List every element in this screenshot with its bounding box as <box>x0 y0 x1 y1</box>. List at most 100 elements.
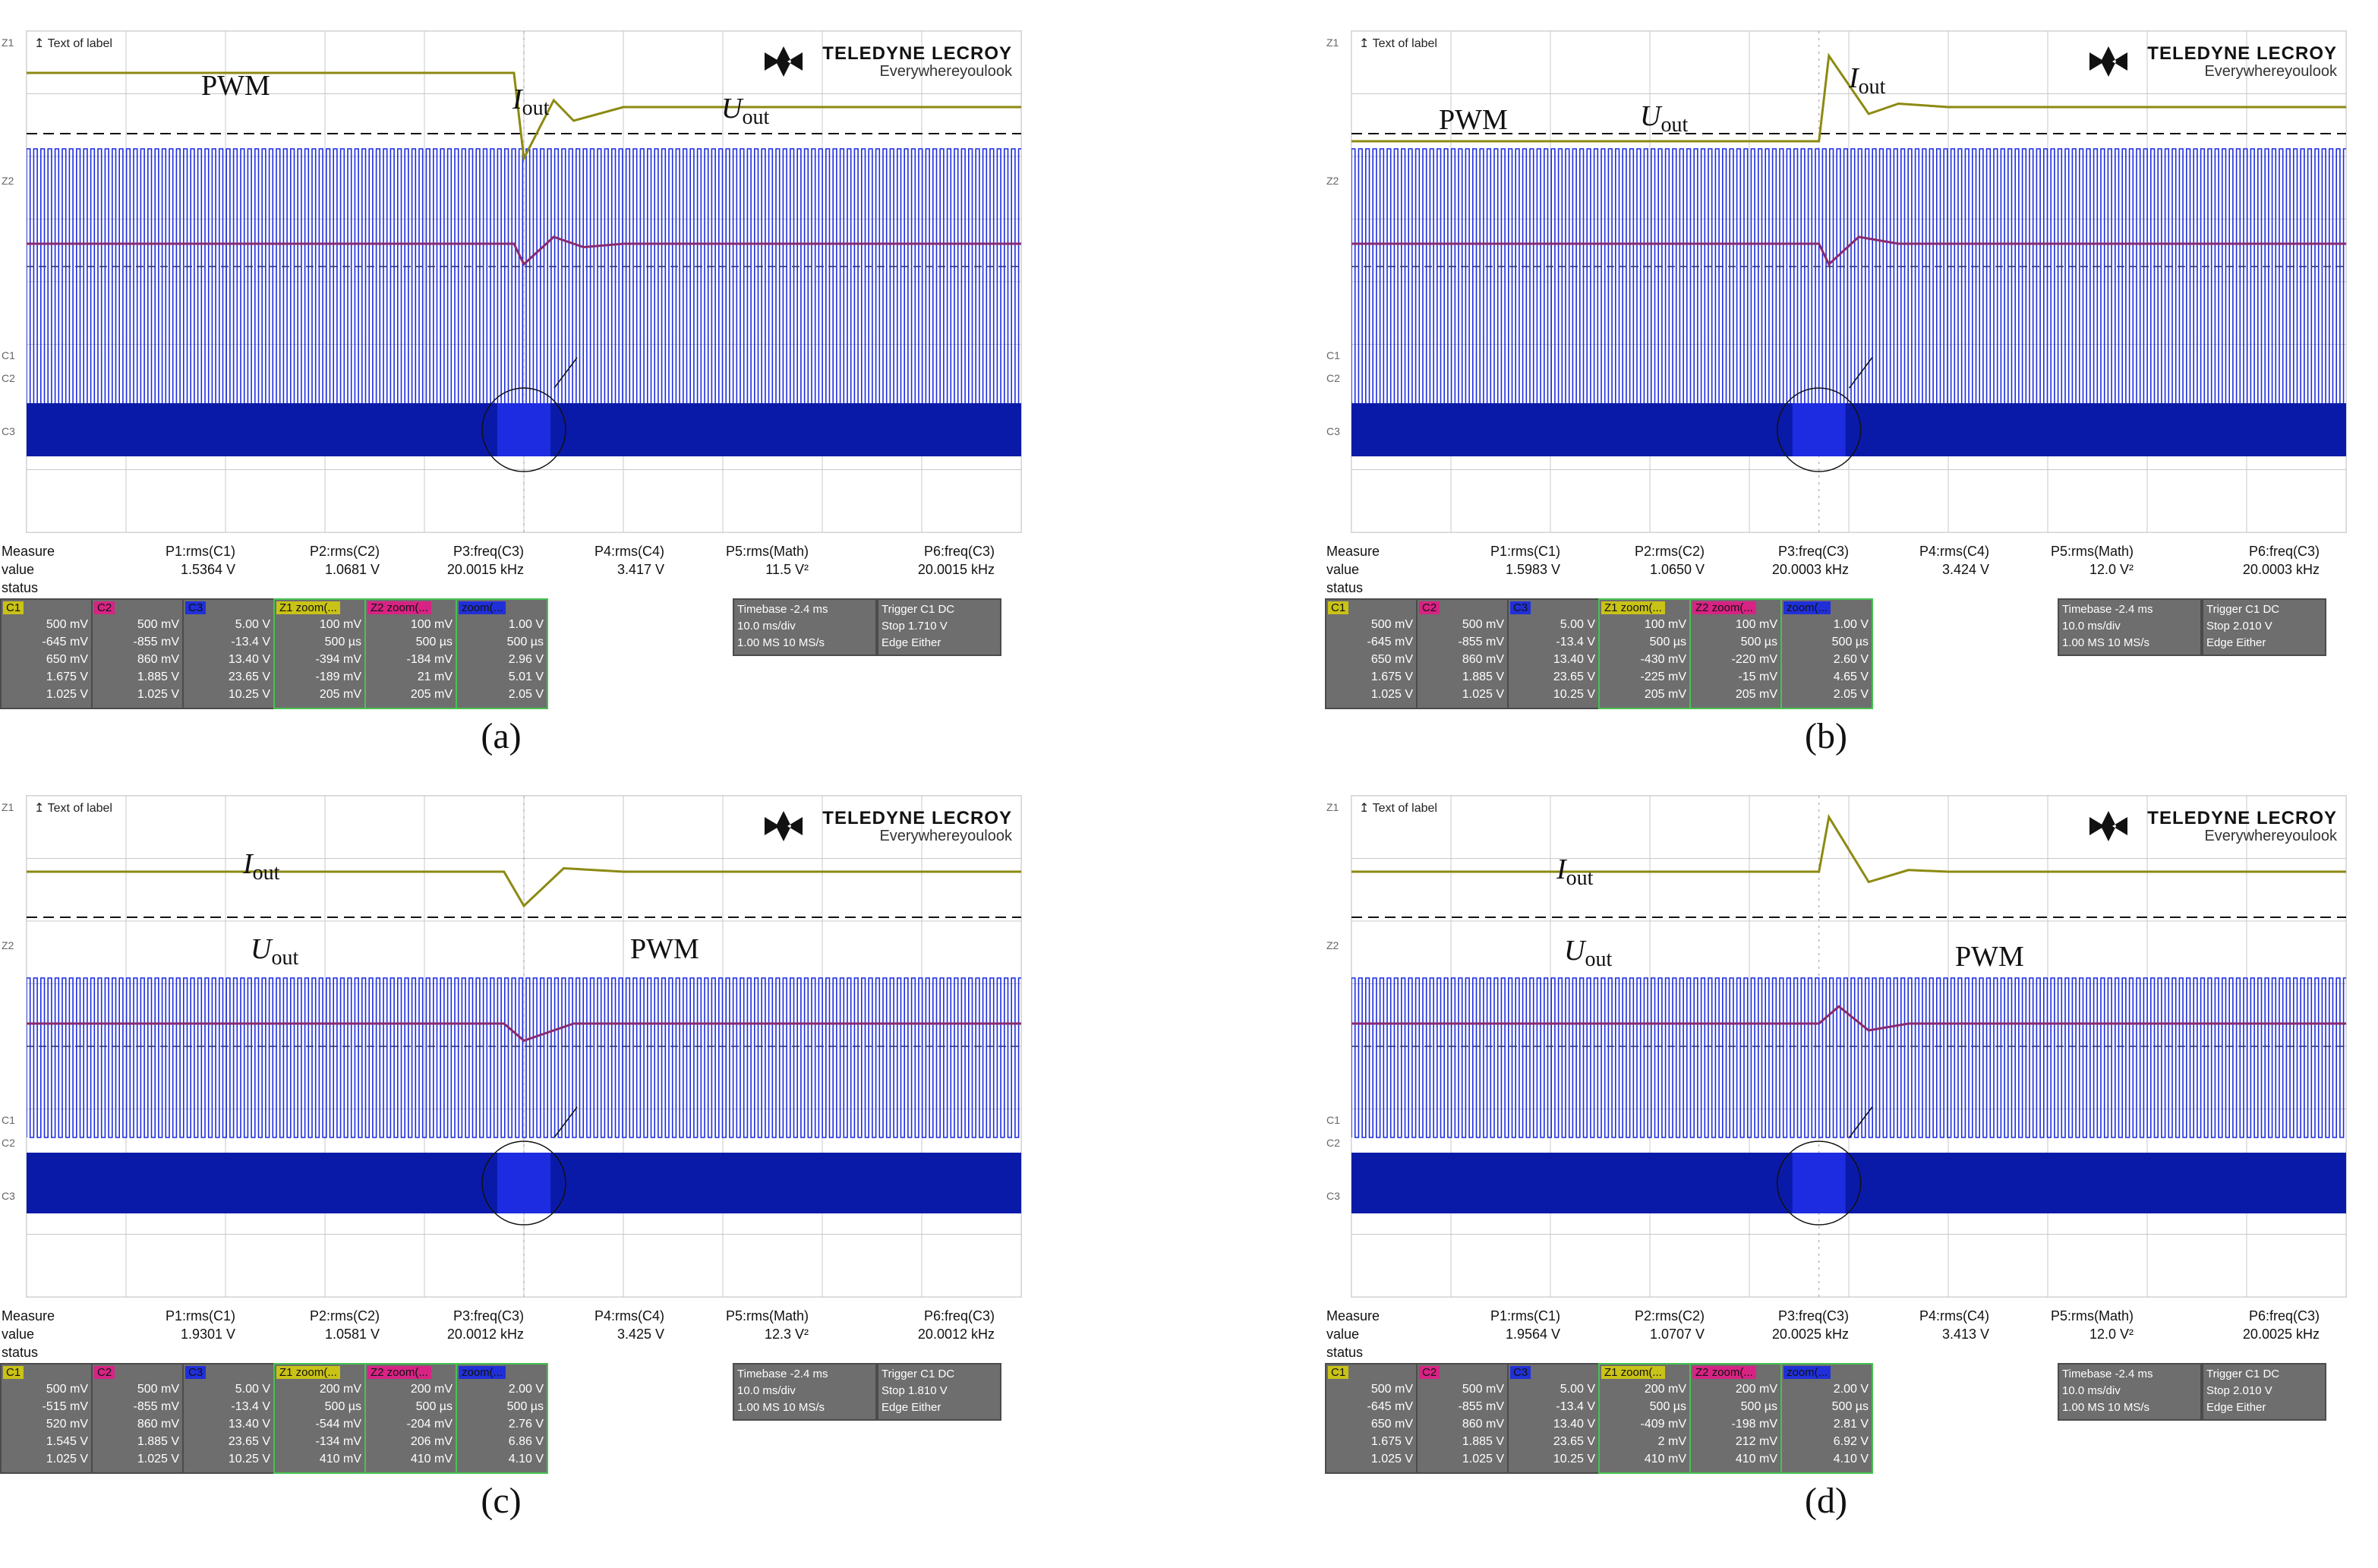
channel-value: 2.05 V <box>1833 688 1869 701</box>
channel-value: 100 mV <box>410 618 453 631</box>
channel-value: 500 mV <box>1462 1383 1504 1396</box>
trigger-value: Edge Either <box>882 636 941 649</box>
trace-annotation-iout: Iout <box>512 84 550 120</box>
uout-trace <box>27 1022 1021 1043</box>
measure-cell: 20.0025 kHz <box>1771 1327 1849 1342</box>
channel-box-header: C1 <box>1326 600 1416 617</box>
channel-value: -184 mV <box>406 653 453 666</box>
timebase-value: 10.0 ms/div <box>737 620 796 633</box>
channel-marker: C1 <box>1326 1114 1340 1126</box>
channel-value: -13.4 V <box>231 1400 270 1413</box>
panel-caption: (a) <box>481 716 522 756</box>
timebase-box: Timebase -2.4 ms 10.0 ms/div 1.00 MS 10 MS… <box>2058 598 2202 656</box>
measure-cell: 20.0003 kHz <box>2242 562 2320 577</box>
channel-value: 212 mV <box>1735 1435 1777 1448</box>
channel-value: 200 mV <box>1644 1383 1686 1396</box>
measure-cell: Measure <box>1326 1308 1380 1323</box>
channel-boxes: C1 500 mV -645 mV 650 mV 1.675 V 1.025 V C2 500… <box>1325 1363 2346 1475</box>
measure-cell: P1:rms(C1) <box>1490 1308 1560 1323</box>
channel-marker: Z1 <box>2 801 14 813</box>
pwm-burst-band <box>1351 403 2346 456</box>
waveform-plot <box>1351 796 2346 1297</box>
zoom-pointer <box>554 357 578 389</box>
trigger-value: Stop 2.010 V <box>2206 620 2272 633</box>
measure-cell: 20.0012 kHz <box>917 1327 995 1342</box>
channel-box: C2 500 mV -855 mV 860 mV 1.885 V 1.025 V <box>91 598 184 709</box>
channel-value: 1.025 V <box>1370 1453 1413 1465</box>
measure-cell: 1.9564 V <box>1505 1327 1560 1342</box>
channel-value: 500 µs <box>506 636 544 648</box>
channel-value: -15 mV <box>1738 670 1777 683</box>
channel-value: 500 µs <box>1831 636 1869 648</box>
channel-value: 520 mV <box>46 1418 88 1431</box>
channel-marker: C3 <box>2 1190 15 1202</box>
measure-table: Measure P1:rms(C1) P2:rms(C2) P3:freq(C3) P4… <box>0 1302 1021 1363</box>
channel-value: 500 µs <box>415 1400 453 1413</box>
channel-box-header: Z1 zoom(... <box>1600 600 1689 617</box>
channel-value: 23.65 V <box>228 1435 270 1448</box>
channel-value: 13.40 V <box>228 1418 270 1431</box>
pwm-burst-band <box>1351 1153 2346 1213</box>
trace-annotation-uout: Uout <box>1564 935 1613 971</box>
timebase-value: 1.00 MS 10 MS/s <box>737 1401 825 1414</box>
channel-box: C3 5.00 V -13.4 V 13.40 V 23.65 V 10.25 V <box>182 598 275 709</box>
channel-value: 500 µs <box>324 1400 361 1413</box>
teledyne-logo-icon <box>2089 811 2128 841</box>
trigger-value: Trigger C1 DC <box>2206 1368 2280 1380</box>
uout-trace <box>1351 235 2346 267</box>
measure-cell: P2:rms(C2) <box>309 1308 380 1323</box>
measure-cell: value <box>1326 562 1360 577</box>
measure-cell: 12.0 V² <box>2089 562 2134 577</box>
measure-cell: 1.0650 V <box>1649 562 1705 577</box>
teledyne-logo-icon <box>2089 46 2128 77</box>
measure-cell: P4:rms(C4) <box>594 544 664 559</box>
channel-value: 21 mV <box>417 670 453 683</box>
waveform-plot <box>27 31 1021 532</box>
channel-value: 500 µs <box>1649 636 1686 648</box>
measure-cell: P4:rms(C4) <box>594 1308 664 1323</box>
channel-value: 2.60 V <box>1833 653 1869 666</box>
zoom-selection <box>497 403 550 456</box>
channel-boxes: C1 500 mV -645 mV 650 mV 1.675 V 1.025 V C2 500… <box>0 598 1021 711</box>
scope-panel-d: ↥ Text of label TELEDYNE LECROY Everywhere… <box>1325 795 2347 1524</box>
channel-box: C3 5.00 V -13.4 V 13.40 V 23.65 V 10.25 V <box>1507 598 1600 709</box>
text-of-label: ↥ Text of label <box>1359 37 1437 50</box>
channel-box: C3 5.00 V -13.4 V 13.40 V 23.65 V 10.25 V <box>182 1363 275 1474</box>
channel-value: 1.025 V <box>1462 1453 1504 1465</box>
channel-box-header: zoom(... <box>1782 1365 1872 1381</box>
channel-box: Z2 zoom(... 200 mV 500 µs -204 mV 206 mV 410 … <box>364 1363 457 1474</box>
brand-logo: TELEDYNE LECROY Everywhereyoulook <box>765 808 1012 845</box>
channel-tag: C3 <box>185 1366 207 1379</box>
channel-tag: Z1 zoom(... <box>1601 601 1665 614</box>
measure-cell: P1:rms(C1) <box>165 1308 235 1323</box>
channel-value: 1.885 V <box>1462 670 1504 683</box>
channel-value: 200 mV <box>319 1383 361 1396</box>
channel-box: Z1 zoom(... 200 mV 500 µs -544 mV -134 mV 410… <box>273 1363 366 1474</box>
channel-value: 206 mV <box>410 1435 453 1448</box>
channel-value: -645 mV <box>1367 636 1413 648</box>
measure-cell: P2:rms(C2) <box>1634 1308 1705 1323</box>
channel-value: 5.00 V <box>235 1383 270 1396</box>
zoom-selection <box>497 1153 550 1213</box>
channel-value: 500 mV <box>137 1383 179 1396</box>
channel-value: -645 mV <box>42 636 88 648</box>
pwm-trace <box>1351 977 2346 1138</box>
measure-cell: status <box>2 580 39 595</box>
channel-box-header: Z2 zoom(... <box>366 1365 456 1381</box>
channel-box: C2 500 mV -855 mV 860 mV 1.885 V 1.025 V <box>1416 598 1509 709</box>
trigger-value: Edge Either <box>882 1401 941 1414</box>
trace-annotation-pwm: PWM <box>201 70 270 102</box>
measure-cell: P6:freq(C3) <box>2248 1308 2320 1323</box>
measure-cell: value <box>2 562 35 577</box>
timebase-box: Timebase -2.4 ms 10.0 ms/div 1.00 MS 10 MS… <box>2058 1363 2202 1421</box>
channel-value: 500 µs <box>1649 1400 1686 1413</box>
channel-marker: Z2 <box>2 939 14 951</box>
scope-screen: ↥ Text of label TELEDYNE LECROY Everywhere… <box>26 795 1022 1298</box>
trace-annotation-pwm: PWM <box>1439 104 1508 136</box>
channel-value: -855 mV <box>1458 1400 1504 1413</box>
channel-value: 500 µs <box>1740 636 1777 648</box>
channel-marker: Z1 <box>2 36 14 49</box>
measure-cell: 20.0015 kHz <box>446 562 524 577</box>
brand-tagline: Everywhereyoulook <box>2204 63 2337 80</box>
timebase-value: 1.00 MS 10 MS/s <box>2062 636 2150 649</box>
